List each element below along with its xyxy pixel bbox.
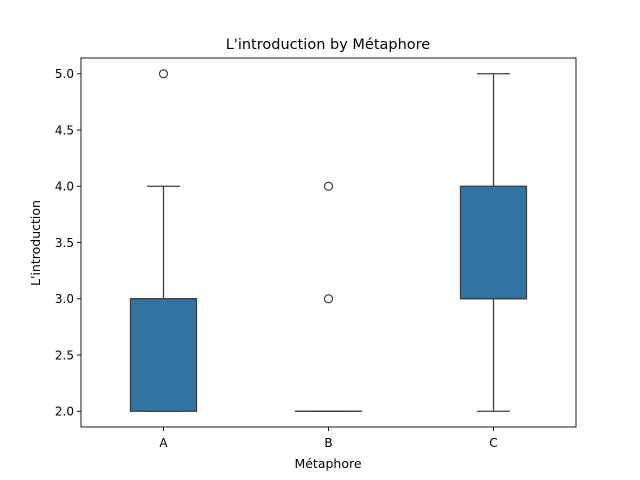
y-tick-label: 2.5 bbox=[55, 348, 74, 362]
box-iqr bbox=[129, 298, 198, 412]
box-group-C bbox=[459, 73, 528, 412]
chart-title: L'introduction by Métaphore bbox=[226, 37, 431, 53]
outlier-point bbox=[158, 69, 169, 79]
outlier-point bbox=[323, 181, 334, 191]
outlier-point bbox=[323, 294, 334, 304]
y-tick-label: 3.0 bbox=[55, 292, 74, 306]
y-tick-label: 3.5 bbox=[55, 236, 74, 250]
x-tick-label: A bbox=[159, 436, 168, 450]
y-tick-label: 2.0 bbox=[55, 405, 74, 419]
y-tick-label: 5.0 bbox=[55, 67, 74, 81]
x-axis-label: Métaphore bbox=[294, 456, 361, 471]
plot-area bbox=[129, 69, 528, 412]
y-tick-label: 4.0 bbox=[55, 180, 74, 194]
x-tick-label: C bbox=[489, 436, 497, 450]
y-tick-label: 4.5 bbox=[55, 123, 74, 137]
box-group-B bbox=[294, 181, 363, 412]
x-tick-label: B bbox=[324, 436, 332, 450]
box-group-A bbox=[129, 69, 198, 412]
box-iqr bbox=[459, 185, 528, 300]
y-axis-label: L'introduction bbox=[28, 200, 43, 286]
y-axis-ticks: 2.0 2.5 3.0 3.5 4.0 4.5 5.0 bbox=[55, 67, 81, 419]
x-axis-ticks: A B C bbox=[159, 427, 498, 450]
